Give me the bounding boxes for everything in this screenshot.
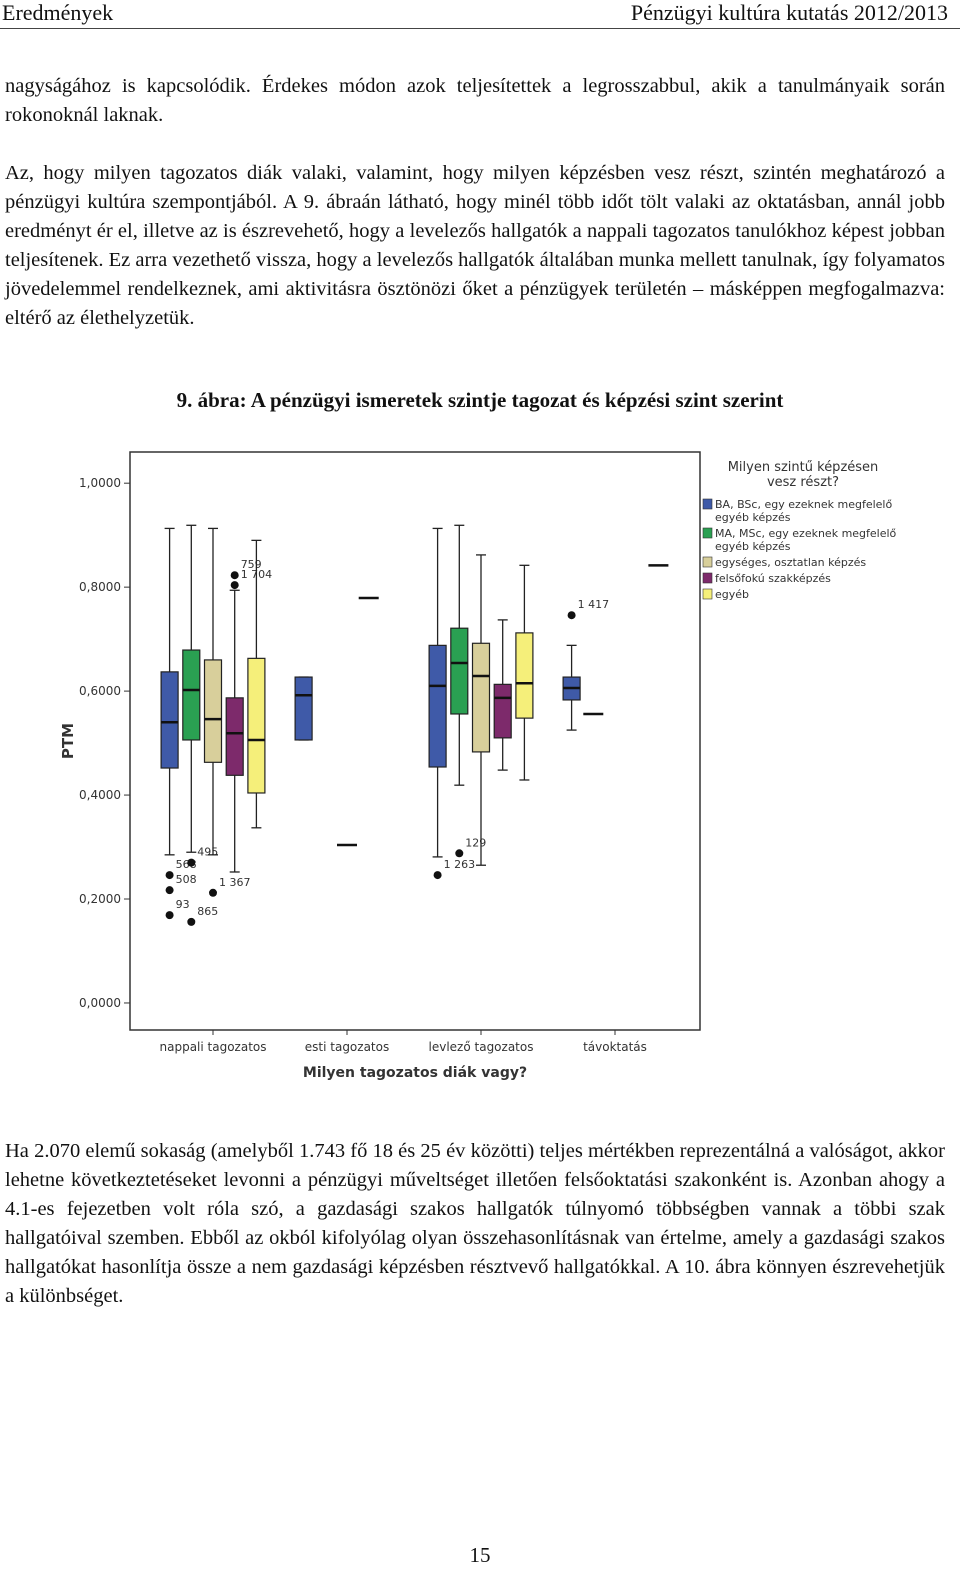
box	[428, 644, 447, 768]
legend-swatch	[702, 498, 713, 510]
outlier	[165, 911, 174, 920]
y-tick-label: 0,2000	[79, 892, 121, 906]
outlier-label: 495	[197, 846, 218, 859]
outlier	[433, 871, 442, 880]
outlier-label: 129	[465, 836, 486, 849]
legend-text: MA, MSc, egy ezeknek megfelelő egyéb képz…	[715, 527, 897, 553]
outlier-label: 93	[176, 898, 190, 911]
header-rule	[0, 28, 960, 29]
page-number: 15	[469, 1543, 491, 1567]
paragraph: Az, hogy milyen tagozatos diák valaki, v…	[5, 162, 945, 329]
y-axis-label: PTM	[59, 723, 77, 759]
legend-text: egységes, osztatlan képzés	[715, 556, 866, 569]
box	[182, 649, 201, 741]
outlier-label: 1 263	[444, 858, 476, 871]
box	[450, 627, 469, 715]
y-tick-label: 0,0000	[79, 996, 121, 1010]
legend-swatch	[702, 527, 713, 539]
outlier	[209, 888, 217, 897]
box	[203, 659, 223, 763]
legend-text: Milyen szintű képzésen vesz részt?	[728, 460, 879, 490]
x-tick-label: nappali tagozatos	[160, 1040, 267, 1054]
outlier	[230, 581, 239, 590]
figure-caption: 9. ábra: A pénzügyi ismeretek szintje ta…	[176, 388, 784, 412]
outlier-label: 1 417	[578, 598, 610, 611]
box	[225, 697, 244, 776]
outlier	[165, 886, 174, 895]
box	[515, 632, 534, 719]
x-tick-label: levlező tagozatos	[429, 1040, 534, 1054]
x-axis-label: Milyen tagozatos diák vagy?	[303, 1065, 527, 1081]
legend-swatch	[702, 556, 713, 568]
box	[493, 683, 512, 739]
outlier-label: 1 367	[219, 876, 251, 889]
outlier-label: 865	[197, 905, 218, 918]
legend-swatch	[702, 588, 713, 600]
plot-frame	[129, 451, 701, 1031]
legend-swatch	[702, 572, 713, 584]
box	[294, 676, 313, 741]
outlier-label: 508	[176, 873, 197, 886]
outlier	[455, 849, 464, 858]
paragraph: Ha 2.070 elemű sokaság (amelyből 1.743 f…	[5, 1140, 945, 1307]
outlier	[230, 571, 239, 580]
header-right: Pénzügyi kultúra kutatás 2012/2013	[630, 0, 948, 25]
legend-text: egyéb	[715, 588, 749, 601]
outlier	[187, 917, 196, 926]
y-tick-label: 0,6000	[79, 684, 121, 698]
outlier	[567, 611, 576, 620]
y-tick-label: 0,4000	[79, 788, 121, 802]
y-tick-label: 0,8000	[79, 580, 121, 594]
box	[160, 671, 179, 769]
box	[471, 642, 491, 753]
legend-text: BA, BSc, egy ezeknek megfelelő egyéb képz…	[715, 498, 892, 524]
x-tick-label: távoktatás	[583, 1040, 647, 1054]
outlier	[187, 858, 196, 867]
header-left: Eredmények	[2, 0, 114, 25]
y-tick-label: 1,0000	[79, 476, 121, 490]
paragraph: nagyságához is kapcsolódik. Érdekes módo…	[5, 75, 945, 126]
chart: 0,0000 0,2000 0,4000 0,6000 0,8000 1,0000 PTM M…	[59, 451, 897, 1081]
legend-text: felsőfokú szakképzés	[715, 572, 831, 585]
box	[247, 657, 266, 794]
outlier	[165, 871, 174, 880]
x-tick-label: esti tagozatos	[305, 1040, 389, 1054]
